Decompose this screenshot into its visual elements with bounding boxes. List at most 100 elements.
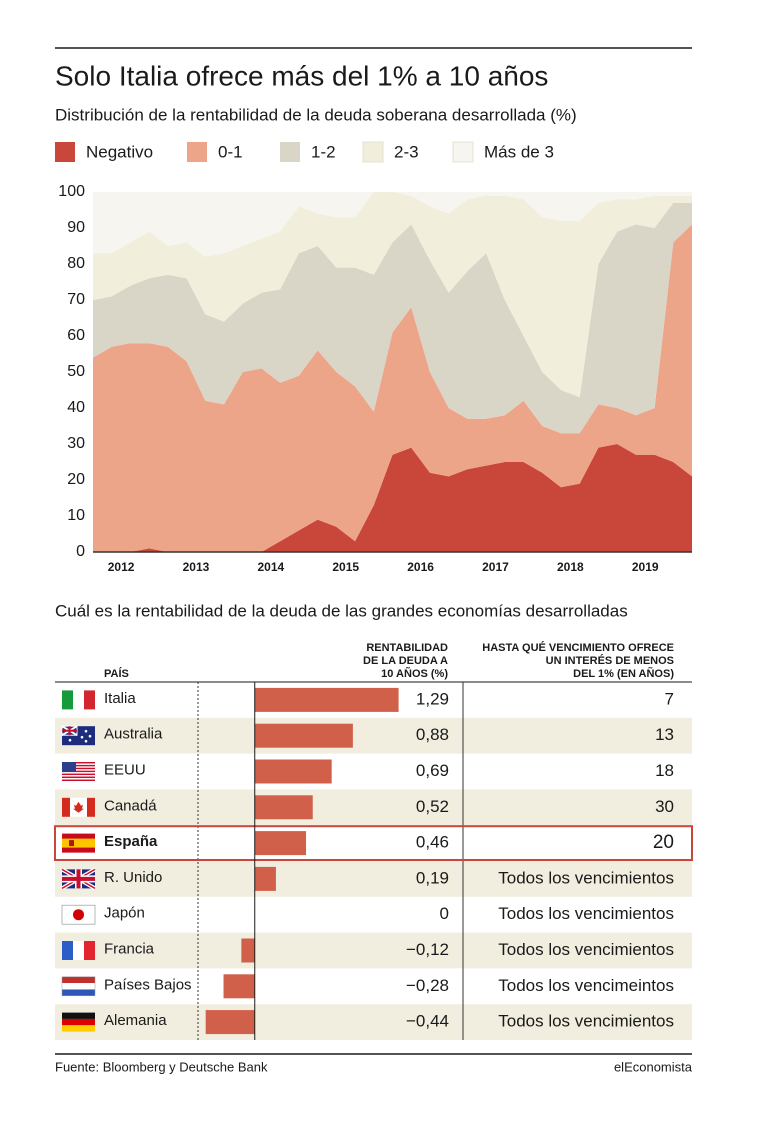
row-value: 0,52 [416, 797, 449, 816]
bar [254, 831, 307, 856]
legend-label: 2-3 [394, 142, 419, 161]
flag-part [62, 767, 95, 770]
area [93, 224, 692, 552]
flag-part [62, 838, 95, 848]
area [93, 192, 692, 398]
row-maturity: 18 [655, 761, 674, 780]
flag-part [62, 776, 95, 779]
x-tick-label: 2018 [557, 560, 584, 574]
highlight-border [54, 825, 693, 862]
row-country: Francia [104, 940, 155, 957]
flag [62, 762, 95, 781]
flag-part [62, 976, 95, 984]
flag-part [73, 909, 84, 921]
row-value: 0 [440, 904, 449, 923]
header-value: 10 AÑOS (%) [381, 667, 448, 680]
row-country: Alemania [104, 1012, 167, 1029]
x-tick-label: 2013 [183, 560, 210, 574]
flag-part [62, 1018, 95, 1026]
bar [254, 687, 399, 712]
y-tick-label: 60 [67, 327, 85, 344]
header-country: PAÍS [104, 667, 129, 680]
y-tick-label: 40 [67, 399, 85, 416]
flag-part [62, 769, 95, 771]
flag-part [62, 762, 76, 772]
bar [254, 759, 332, 784]
flag-part [68, 738, 72, 742]
flag-part [62, 989, 95, 996]
flag-part [62, 762, 95, 764]
row-maturity: Todos los vencimientos [498, 1012, 674, 1031]
flag-part [62, 778, 95, 780]
area [93, 202, 692, 434]
row-maturity: Todos los vencimientos [498, 868, 674, 887]
legend-label: Negativo [86, 142, 153, 161]
header-value: RENTABILIDAD [366, 642, 448, 654]
x-tick-label: 2015 [332, 560, 359, 574]
row-maturity: 7 [665, 689, 674, 708]
legend-label: 1-2 [311, 142, 336, 161]
chart-subtitle: Distribución de la rentabilidad de la de… [55, 105, 577, 124]
row-maturity: Todos los vencimeintos [498, 976, 674, 995]
row-value: −0,28 [406, 976, 449, 995]
brand: elEconomista [614, 1059, 693, 1074]
header-value: DE LA DEUDA A [363, 655, 448, 667]
y-tick-label: 100 [58, 183, 85, 200]
row-value: 1,29 [416, 689, 449, 708]
header-maturity: DEL 1% (EN AÑOS) [573, 667, 674, 680]
flag-part [87, 797, 95, 817]
row-maturity: Todos los vencimientos [498, 904, 674, 923]
area [93, 444, 692, 552]
flag [61, 867, 96, 891]
x-tick-label: 2012 [108, 560, 135, 574]
row-maturity: 13 [655, 725, 674, 744]
row-value: −0,44 [406, 1012, 449, 1031]
row-country: Australia [104, 726, 163, 743]
row-value: 0,88 [416, 725, 449, 744]
source: Fuente: Bloomberg y Deutsche Bank [55, 1059, 268, 1074]
flag [62, 833, 95, 853]
flag-part [62, 773, 95, 776]
row-background [55, 861, 692, 897]
header-maturity: UN INTERÉS DE MENOS [546, 654, 674, 667]
row-country: R. Unido [104, 869, 162, 886]
flag-part [62, 766, 95, 768]
header-maturity: HASTA QUÉ VENCIMIENTO OFRECE [482, 641, 674, 654]
legend-swatch [280, 142, 300, 162]
row-background [55, 932, 692, 969]
legend-swatch [55, 142, 75, 162]
bar [205, 1010, 255, 1035]
bar [223, 974, 255, 999]
table-title: Cuál es la rentabilidad de la deuda de l… [55, 601, 628, 620]
row-country: Países Bajos [104, 976, 192, 993]
y-tick-label: 90 [67, 219, 85, 236]
flag-part [62, 1012, 95, 1019]
row-country: España [104, 833, 158, 850]
legend-swatch [187, 142, 207, 162]
chart-title: Solo Italia ofrece más del 1% a 10 años [55, 60, 548, 91]
y-tick-label: 10 [67, 507, 85, 524]
row-country: Italia [104, 690, 136, 707]
flag [62, 690, 95, 710]
flag-part [73, 801, 84, 813]
flag-part [62, 772, 95, 774]
y-tick-label: 50 [67, 363, 85, 380]
flag-part [80, 735, 84, 739]
y-tick-label: 20 [67, 471, 85, 488]
row-value: −0,12 [406, 940, 449, 959]
flag-part [62, 983, 95, 990]
flag [61, 725, 95, 746]
flag-part [62, 797, 70, 817]
flag-part [62, 876, 95, 881]
row-maturity: 20 [653, 832, 674, 853]
row-country: Japón [104, 905, 145, 922]
flag-part [62, 764, 95, 767]
flag-part [61, 976, 96, 997]
flag-part [62, 690, 73, 710]
row-country: EEUU [104, 761, 146, 778]
x-tick-label: 2016 [407, 560, 434, 574]
row-country: Canadá [104, 797, 157, 814]
flag-part [84, 690, 95, 710]
y-tick-label: 30 [67, 435, 85, 452]
